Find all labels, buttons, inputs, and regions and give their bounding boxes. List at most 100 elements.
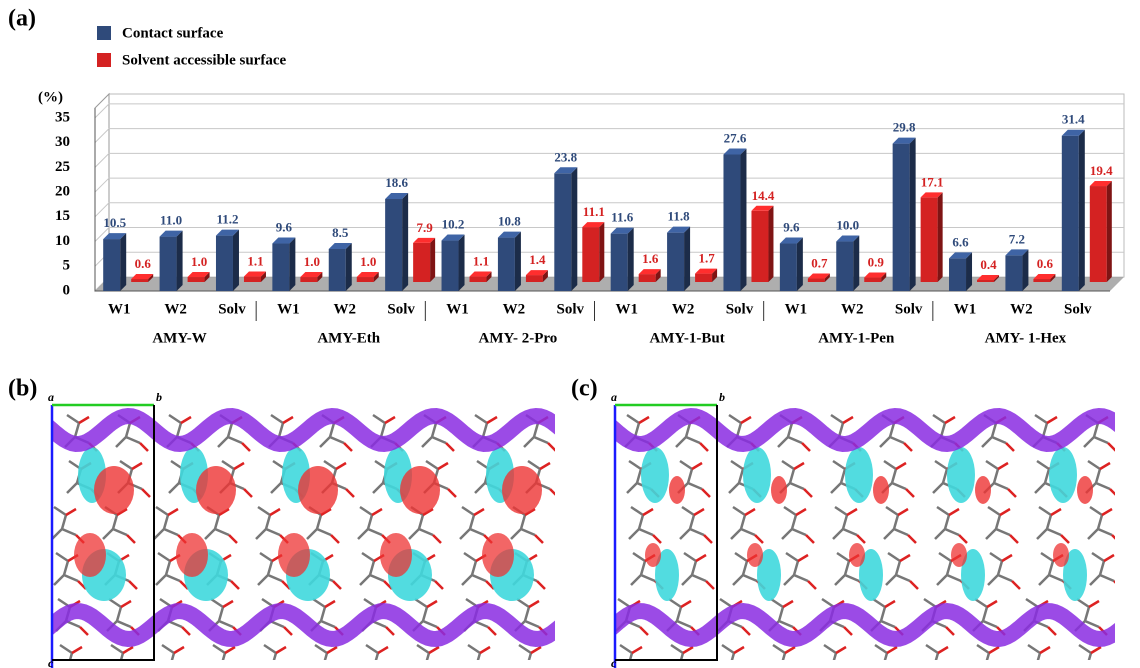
bar-side xyxy=(768,206,773,282)
bar-front xyxy=(470,277,487,282)
molecule-o xyxy=(696,555,714,589)
value-label: 0.7 xyxy=(811,256,828,271)
surface-red xyxy=(1053,543,1069,567)
value-label: 14.4 xyxy=(752,188,775,203)
bar-front xyxy=(188,277,205,282)
bar-front xyxy=(1090,186,1107,282)
group-label: AMY- 1-Hex xyxy=(985,330,1067,346)
bar-front xyxy=(385,199,402,291)
molecule-o xyxy=(734,647,752,668)
surface-red xyxy=(873,476,889,504)
x-tick-label: W2 xyxy=(1010,301,1033,317)
value-label: 19.4 xyxy=(1090,163,1113,178)
bar-front xyxy=(1062,136,1079,291)
value-label: 27.6 xyxy=(724,130,747,145)
value-label: 11.8 xyxy=(668,209,691,224)
x-tick-label: Solv xyxy=(1064,301,1092,317)
plot: 05101520253035W110.50.6W211.01.0Solv11.2… xyxy=(55,25,1124,346)
group-label: AMY-W xyxy=(152,330,206,346)
bar-front xyxy=(131,279,148,282)
molecule-o xyxy=(531,647,549,668)
group-label: AMY-1-But xyxy=(649,330,724,346)
value-label: 0.9 xyxy=(868,255,885,270)
y-tick-label: 35 xyxy=(55,109,70,125)
value-label: 1.4 xyxy=(529,252,546,267)
surface-cyan xyxy=(1049,447,1077,503)
y-tick-label: 15 xyxy=(55,208,70,224)
bar xyxy=(554,167,577,291)
legend-swatch xyxy=(97,26,111,40)
bar xyxy=(526,270,548,282)
value-label: 0.6 xyxy=(1037,256,1054,271)
surface-red xyxy=(74,533,106,577)
bar-front xyxy=(1033,279,1050,282)
molecule-o xyxy=(896,463,914,497)
bar-side xyxy=(740,148,746,291)
structure xyxy=(32,415,572,668)
y-tick-label: 20 xyxy=(55,184,70,200)
x-tick-label: W2 xyxy=(672,301,695,317)
molecule-o xyxy=(219,509,237,543)
panel-label: (b) xyxy=(8,376,37,402)
x-tick-label: W1 xyxy=(277,301,300,317)
molecule-o xyxy=(938,647,956,668)
value-label: 1.1 xyxy=(247,254,263,269)
bar-front xyxy=(695,274,712,282)
bar xyxy=(780,238,803,291)
legend-label: Contact surface xyxy=(122,25,224,41)
molecule-o xyxy=(117,509,135,543)
value-label: 29.8 xyxy=(893,120,916,135)
bar-side xyxy=(459,235,465,291)
group-label: AMY-Eth xyxy=(317,330,380,346)
bar xyxy=(272,238,295,291)
y-tick-label: 10 xyxy=(55,233,70,249)
surface-red xyxy=(400,466,440,514)
bar-front xyxy=(949,258,966,291)
bar xyxy=(667,227,690,291)
bar-side xyxy=(910,138,916,291)
bar-front xyxy=(244,277,261,282)
y-tick-label: 5 xyxy=(63,258,71,274)
y-axis-label: (%) xyxy=(38,89,63,105)
figure: (a) (%) 05101520253035W110.50.6W211.01.0… xyxy=(0,0,1140,668)
x-tick-label: W1 xyxy=(785,301,808,317)
bar-side xyxy=(853,236,859,291)
bar-side xyxy=(233,230,239,291)
bar-front xyxy=(329,249,346,291)
molecule-o xyxy=(898,509,916,543)
value-label: 10.8 xyxy=(498,214,521,229)
molecule-o xyxy=(847,509,865,543)
bar-front xyxy=(413,243,430,282)
value-label: 1.0 xyxy=(191,254,207,269)
bar-front xyxy=(808,279,825,282)
bar-side xyxy=(938,192,943,282)
x-tick-label: W2 xyxy=(503,301,526,317)
bar-front xyxy=(216,236,233,291)
molecule-o xyxy=(423,509,441,543)
value-label: 9.6 xyxy=(783,220,800,235)
y-tick-label: 25 xyxy=(55,159,70,175)
bar-front xyxy=(1005,255,1022,291)
bar xyxy=(216,230,239,291)
x-tick-label: W1 xyxy=(615,301,638,317)
y-tick-label: 30 xyxy=(55,134,70,150)
bar-front xyxy=(977,280,994,282)
molecule-o xyxy=(336,463,354,497)
molecule-o xyxy=(887,647,905,668)
molecule-o xyxy=(694,509,712,543)
bar-front xyxy=(751,211,768,282)
value-label: 11.0 xyxy=(160,213,182,228)
molecule-o xyxy=(525,509,543,543)
surface-cyan xyxy=(641,447,669,503)
bar-side xyxy=(571,167,577,291)
bar-side xyxy=(684,227,690,291)
bar xyxy=(836,236,859,291)
value-label: 1.0 xyxy=(360,254,376,269)
bar xyxy=(893,138,916,291)
bar-front xyxy=(160,237,177,291)
surface-red xyxy=(1077,476,1093,504)
bar-front xyxy=(554,173,571,291)
x-tick-label: W2 xyxy=(334,301,357,317)
value-label: 7.9 xyxy=(417,220,434,235)
bar xyxy=(695,269,717,282)
